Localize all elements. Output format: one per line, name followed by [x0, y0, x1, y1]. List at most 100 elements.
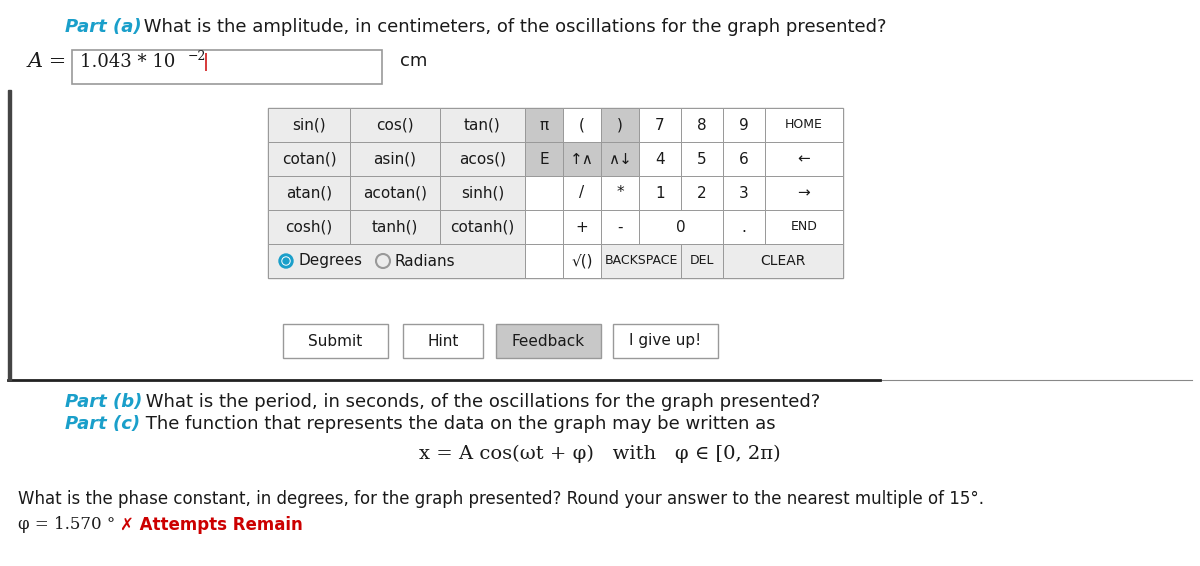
Bar — [526, 244, 563, 278]
Bar — [526, 176, 563, 210]
Text: Part (c): Part (c) — [65, 415, 140, 433]
Text: I give up!: I give up! — [630, 333, 702, 349]
Bar — [682, 108, 722, 142]
Text: ): ) — [617, 118, 623, 132]
Text: acos(): acos() — [458, 152, 506, 166]
Bar — [526, 108, 563, 142]
Text: cos(): cos() — [376, 118, 414, 132]
Text: The function that represents the data on the graph may be written as: The function that represents the data on… — [140, 415, 775, 433]
Bar — [563, 142, 601, 176]
Bar — [350, 142, 440, 176]
Bar — [268, 244, 526, 278]
Text: E: E — [539, 152, 548, 166]
Text: √(): √() — [571, 254, 593, 268]
Bar — [722, 142, 766, 176]
Bar — [682, 142, 722, 176]
Text: cosh(): cosh() — [286, 220, 332, 234]
Text: What is the amplitude, in centimeters, of the oscillations for the graph present: What is the amplitude, in centimeters, o… — [138, 18, 887, 36]
Bar — [682, 244, 722, 278]
Text: DEL: DEL — [690, 255, 714, 268]
Text: .: . — [742, 220, 746, 234]
Text: →: → — [798, 186, 810, 200]
Bar — [601, 108, 640, 142]
Text: sinh(): sinh() — [461, 186, 504, 200]
Text: cm: cm — [400, 52, 427, 70]
Circle shape — [278, 254, 293, 268]
Text: ✗ Attempts Remain: ✗ Attempts Remain — [120, 516, 302, 534]
Text: 3: 3 — [739, 186, 749, 200]
Bar — [766, 176, 842, 210]
Text: Hint: Hint — [427, 333, 458, 349]
Text: 1.043 * 10: 1.043 * 10 — [80, 53, 175, 71]
Text: 5: 5 — [697, 152, 707, 166]
Text: (: ( — [580, 118, 584, 132]
Bar — [440, 142, 526, 176]
Bar — [766, 210, 842, 244]
Text: -: - — [617, 220, 623, 234]
Bar — [563, 176, 601, 210]
Bar — [350, 108, 440, 142]
Bar — [268, 108, 350, 142]
Bar — [563, 210, 601, 244]
Bar — [601, 176, 640, 210]
Text: 4: 4 — [655, 152, 665, 166]
Bar — [766, 142, 842, 176]
Text: Part (a): Part (a) — [65, 18, 142, 36]
Bar — [682, 176, 722, 210]
Bar — [526, 210, 563, 244]
Text: ↑∧: ↑∧ — [570, 152, 594, 166]
Bar — [640, 142, 682, 176]
Text: What is the phase constant, in degrees, for the graph presented? Round your answ: What is the phase constant, in degrees, … — [18, 490, 984, 508]
Bar — [766, 108, 842, 142]
Text: Part (b): Part (b) — [65, 393, 143, 411]
Text: Submit: Submit — [308, 333, 362, 349]
Bar — [440, 176, 526, 210]
Bar — [601, 244, 682, 278]
Text: ∧↓: ∧↓ — [608, 152, 632, 166]
Text: /: / — [580, 186, 584, 200]
Circle shape — [282, 257, 290, 265]
Bar — [403, 324, 482, 358]
Bar — [722, 244, 842, 278]
Text: 2: 2 — [697, 186, 707, 200]
Text: atan(): atan() — [286, 186, 332, 200]
Bar — [496, 324, 601, 358]
Text: −2: −2 — [188, 50, 206, 63]
Text: cotanh(): cotanh() — [450, 220, 515, 234]
Text: 0: 0 — [676, 220, 686, 234]
Bar — [601, 142, 640, 176]
Bar — [268, 210, 350, 244]
Text: A =: A = — [28, 52, 67, 71]
Bar — [350, 210, 440, 244]
Bar — [640, 108, 682, 142]
Text: φ = 1.570 °: φ = 1.570 ° — [18, 516, 115, 533]
Bar — [440, 210, 526, 244]
Bar — [8, 90, 11, 380]
Bar — [283, 324, 388, 358]
Text: What is the period, in seconds, of the oscillations for the graph presented?: What is the period, in seconds, of the o… — [140, 393, 821, 411]
Text: 6: 6 — [739, 152, 749, 166]
Circle shape — [283, 258, 289, 264]
Text: CLEAR: CLEAR — [761, 254, 805, 268]
Text: *: * — [616, 186, 624, 200]
Text: x = A cos(ωt + φ)   with   φ ∈ [0, 2π): x = A cos(ωt + φ) with φ ∈ [0, 2π) — [419, 445, 781, 463]
Text: sin(): sin() — [292, 118, 326, 132]
Bar — [601, 210, 640, 244]
Bar — [526, 142, 563, 176]
Bar — [613, 324, 718, 358]
Bar — [268, 142, 350, 176]
Bar — [440, 108, 526, 142]
Text: tanh(): tanh() — [372, 220, 418, 234]
Text: tan(): tan() — [464, 118, 500, 132]
Bar — [640, 210, 722, 244]
Text: asin(): asin() — [373, 152, 416, 166]
Text: END: END — [791, 221, 817, 234]
Bar — [722, 176, 766, 210]
Text: acotan(): acotan() — [364, 186, 427, 200]
Text: ←: ← — [798, 152, 810, 166]
Text: 1: 1 — [655, 186, 665, 200]
Text: Degrees: Degrees — [298, 254, 362, 268]
Text: 7: 7 — [655, 118, 665, 132]
Bar — [563, 108, 601, 142]
Bar — [268, 108, 842, 278]
